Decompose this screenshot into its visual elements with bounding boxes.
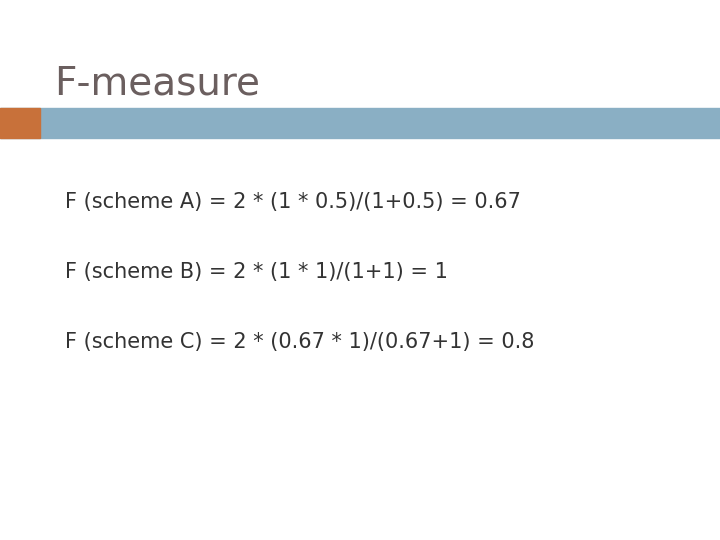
Bar — [0, 108, 40, 138]
Text: F (scheme B) = 2 * (1 * 1)/(1+1) = 1: F (scheme B) = 2 * (1 * 1)/(1+1) = 1 — [65, 262, 448, 282]
Text: F-measure: F-measure — [54, 65, 260, 103]
Text: F (scheme C) = 2 * (0.67 * 1)/(0.67+1) = 0.8: F (scheme C) = 2 * (0.67 * 1)/(0.67+1) =… — [65, 332, 534, 352]
Text: F (scheme A) = 2 * (1 * 0.5)/(1+0.5) = 0.67: F (scheme A) = 2 * (1 * 0.5)/(1+0.5) = 0… — [65, 192, 521, 212]
Bar — [0, 108, 720, 138]
